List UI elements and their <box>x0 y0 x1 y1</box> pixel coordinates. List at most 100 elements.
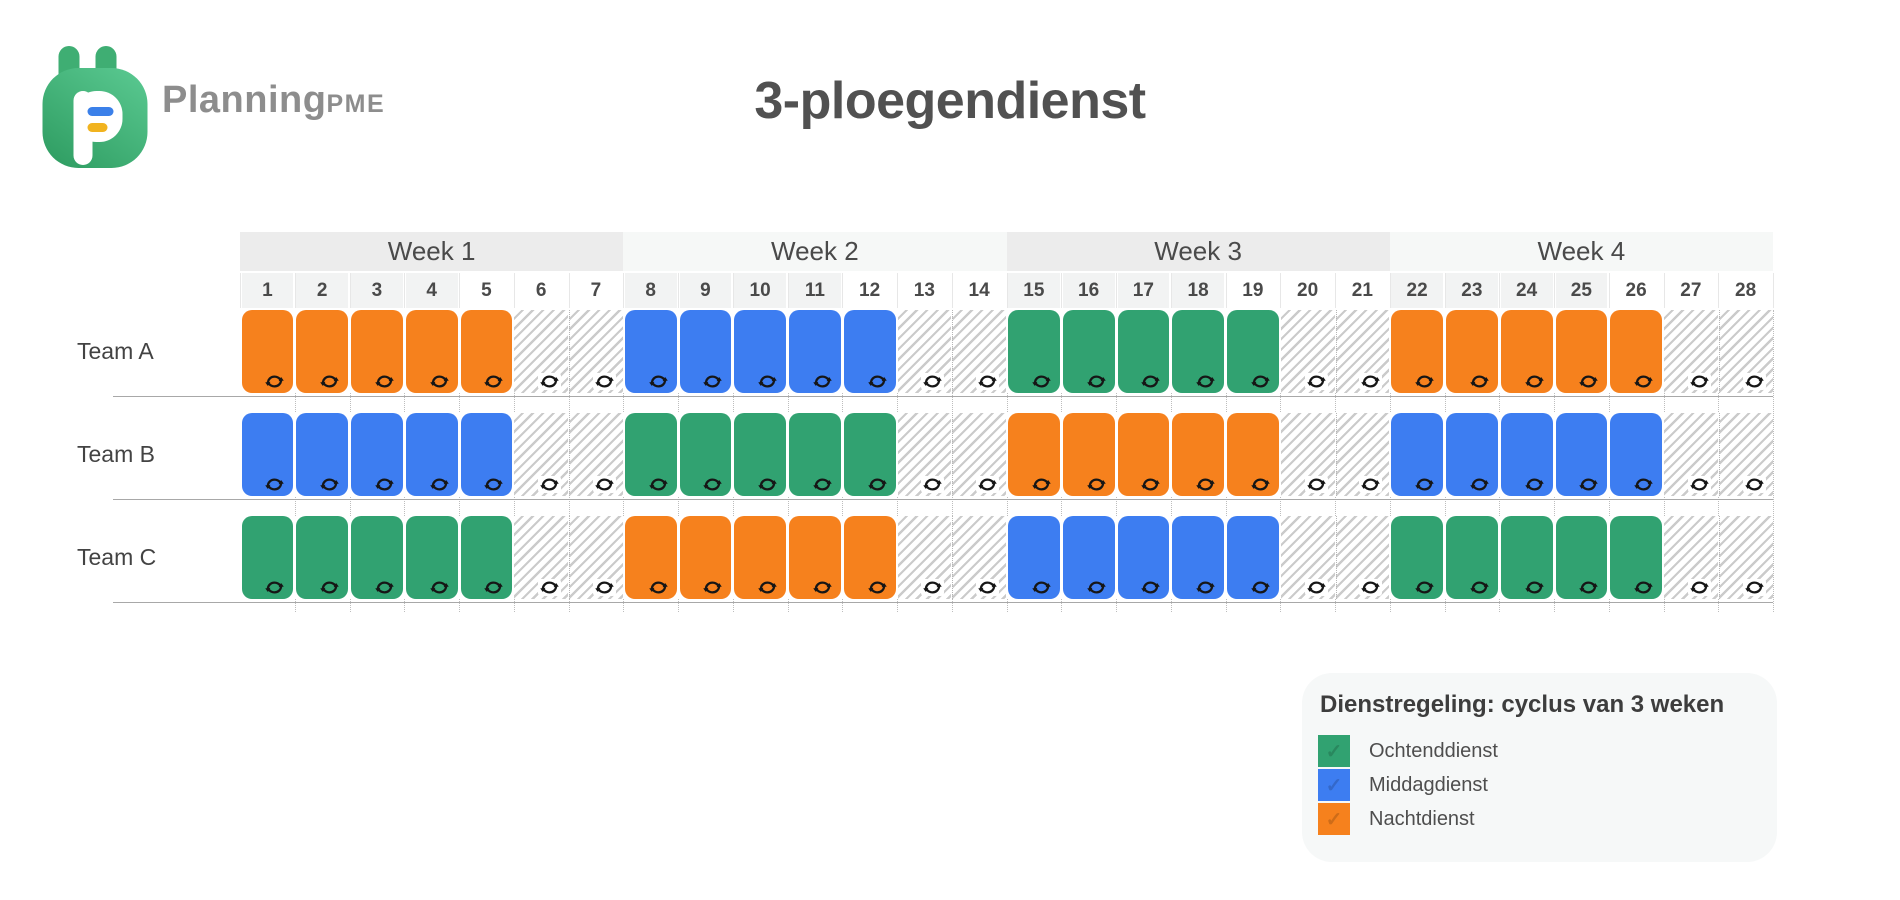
shift-block-nacht[interactable] <box>1008 413 1060 496</box>
day-number-cell: 13 <box>898 273 951 308</box>
shift-block-middag[interactable] <box>1008 516 1060 599</box>
off-day-cell[interactable] <box>1335 310 1390 393</box>
repeat-icon <box>1687 579 1711 596</box>
shift-block-middag[interactable] <box>679 310 732 393</box>
shift-block-middag[interactable] <box>1117 516 1170 599</box>
shift-block-nacht[interactable] <box>1555 310 1608 393</box>
shift-block-nacht[interactable] <box>351 310 403 393</box>
off-day-cell[interactable] <box>569 516 623 599</box>
day-column-separator <box>1773 273 1774 308</box>
shift-block-ochtend[interactable] <box>1555 516 1608 599</box>
shift-block-nacht[interactable] <box>296 310 348 393</box>
shift-block-nacht[interactable] <box>1062 413 1115 496</box>
shift-block-nacht[interactable] <box>460 310 513 393</box>
shift-block-middag[interactable] <box>734 310 786 393</box>
shift-block-middag[interactable] <box>241 413 294 496</box>
off-day-cell[interactable] <box>1280 310 1335 393</box>
shift-block-middag[interactable] <box>843 310 896 393</box>
shift-block-nacht[interactable] <box>1500 310 1553 393</box>
off-day-cell[interactable] <box>1664 516 1718 599</box>
shift-block-ochtend[interactable] <box>1391 516 1443 599</box>
legend-title: Dienstregeling: cyclus van 3 weken <box>1320 691 1725 718</box>
off-day-cell[interactable] <box>1718 310 1773 393</box>
shift-block-ochtend[interactable] <box>1008 310 1060 393</box>
shift-block-ochtend[interactable] <box>460 516 513 599</box>
shift-block-ochtend[interactable] <box>405 516 458 599</box>
repeat-icon <box>1524 476 1545 493</box>
off-day-cell[interactable] <box>952 310 1006 393</box>
shift-block-middag[interactable] <box>1446 413 1498 496</box>
shift-block-ochtend[interactable] <box>1446 516 1498 599</box>
shift-block-middag[interactable] <box>624 310 677 393</box>
shift-block-middag[interactable] <box>1227 516 1279 599</box>
off-day-cell[interactable] <box>514 413 568 496</box>
shift-block-ochtend[interactable] <box>624 413 677 496</box>
off-day-cell[interactable] <box>897 413 952 496</box>
shift-block-middag[interactable] <box>1062 516 1115 599</box>
shift-block-nacht[interactable] <box>1446 310 1498 393</box>
shift-block-nacht[interactable] <box>843 516 896 599</box>
shift-block-ochtend[interactable] <box>1500 516 1553 599</box>
off-day-cell[interactable] <box>1280 413 1335 496</box>
shift-block-nacht[interactable] <box>1172 413 1224 496</box>
off-day-cell[interactable] <box>1335 413 1390 496</box>
day-number-cell: 14 <box>953 273 1005 308</box>
shift-block-ochtend[interactable] <box>1610 516 1662 599</box>
shift-block-nacht[interactable] <box>734 516 786 599</box>
shift-block-middag[interactable] <box>1391 413 1443 496</box>
off-day-cell[interactable] <box>1718 413 1773 496</box>
off-day-cell[interactable] <box>897 310 952 393</box>
repeat-icon <box>1414 476 1435 493</box>
shift-block-ochtend[interactable] <box>734 413 786 496</box>
repeat-icon <box>592 476 616 493</box>
shift-block-nacht[interactable] <box>624 516 677 599</box>
shift-block-ochtend[interactable] <box>241 516 294 599</box>
repeat-icon <box>592 579 616 596</box>
shift-block-middag[interactable] <box>296 413 348 496</box>
off-day-cell[interactable] <box>1335 516 1390 599</box>
off-day-cell[interactable] <box>1664 310 1718 393</box>
shift-block-ochtend[interactable] <box>1117 310 1170 393</box>
shift-block-ochtend[interactable] <box>351 516 403 599</box>
shift-block-middag[interactable] <box>405 413 458 496</box>
shift-block-nacht[interactable] <box>1227 413 1279 496</box>
day-column-separator <box>1444 273 1446 308</box>
shift-block-nacht[interactable] <box>1391 310 1443 393</box>
off-day-cell[interactable] <box>1718 516 1773 599</box>
repeat-icon <box>1578 579 1599 596</box>
shift-block-middag[interactable] <box>460 413 513 496</box>
shift-block-ochtend[interactable] <box>1172 310 1224 393</box>
shift-block-ochtend[interactable] <box>296 516 348 599</box>
off-day-cell[interactable] <box>514 516 568 599</box>
shift-block-ochtend[interactable] <box>679 413 732 496</box>
shift-block-middag[interactable] <box>351 413 403 496</box>
shift-block-nacht[interactable] <box>1117 413 1170 496</box>
planningpme-logo-icon <box>42 46 148 168</box>
shift-block-middag[interactable] <box>1555 413 1608 496</box>
shift-block-nacht[interactable] <box>241 310 294 393</box>
day-column-separator <box>1061 273 1063 308</box>
shift-block-nacht[interactable] <box>1610 310 1662 393</box>
shift-block-nacht[interactable] <box>789 516 841 599</box>
shift-block-middag[interactable] <box>1610 413 1662 496</box>
shift-block-ochtend[interactable] <box>1227 310 1279 393</box>
shift-block-ochtend[interactable] <box>1062 310 1115 393</box>
off-day-cell[interactable] <box>897 516 952 599</box>
off-day-cell[interactable] <box>569 413 623 496</box>
off-day-cell[interactable] <box>1664 413 1718 496</box>
off-day-cell[interactable] <box>514 310 568 393</box>
shift-block-nacht[interactable] <box>679 516 732 599</box>
off-day-cell[interactable] <box>952 413 1006 496</box>
shift-block-nacht[interactable] <box>405 310 458 393</box>
shift-block-middag[interactable] <box>1172 516 1224 599</box>
off-day-cell[interactable] <box>952 516 1006 599</box>
day-column-separator <box>842 273 844 308</box>
shift-block-middag[interactable] <box>789 310 841 393</box>
shift-block-ochtend[interactable] <box>843 413 896 496</box>
shift-block-ochtend[interactable] <box>789 413 841 496</box>
off-day-cell[interactable] <box>569 310 623 393</box>
off-day-cell[interactable] <box>1280 516 1335 599</box>
day-number-cell: 17 <box>1117 273 1170 308</box>
shift-block-middag[interactable] <box>1500 413 1553 496</box>
